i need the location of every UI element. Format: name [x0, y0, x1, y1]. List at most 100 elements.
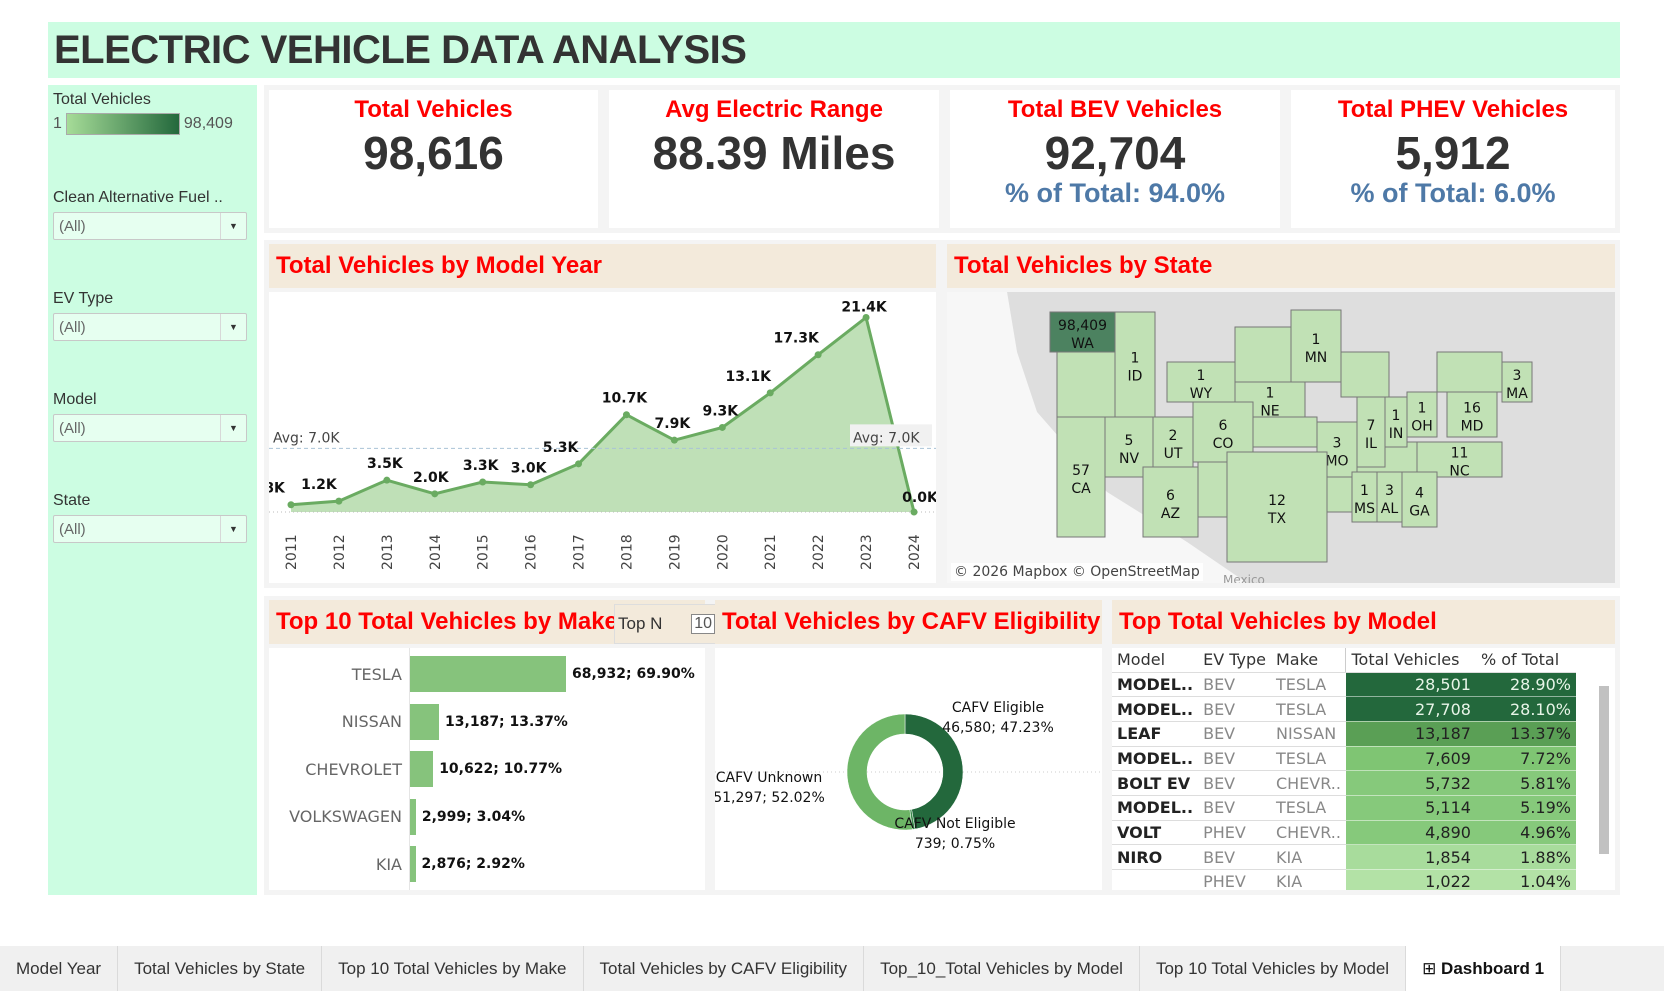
state-wy[interactable] — [1166, 361, 1236, 403]
state-shape[interactable] — [1252, 416, 1318, 448]
data-point[interactable] — [670, 436, 678, 444]
state-id[interactable] — [1114, 311, 1156, 418]
state-shape[interactable] — [1436, 351, 1503, 393]
data-point[interactable] — [527, 481, 535, 489]
filter-label: State — [53, 492, 91, 509]
state-wa[interactable] — [1049, 311, 1116, 353]
kpi-title: Total BEV Vehicles — [1007, 96, 1223, 123]
state-oh[interactable] — [1406, 391, 1438, 438]
data-point[interactable] — [575, 460, 583, 468]
data-point[interactable] — [622, 411, 630, 419]
state-il[interactable] — [1356, 396, 1386, 468]
state-code: OH — [1411, 419, 1433, 435]
table-row[interactable]: NIRO BEV KIA 1,854 1.88% — [1112, 844, 1576, 870]
state-ga[interactable] — [1401, 471, 1438, 528]
sheet-tab[interactable]: ⊞ Dashboard 1 — [1406, 946, 1562, 991]
data-point[interactable] — [431, 490, 439, 498]
chevron-down-icon[interactable]: ▼ — [220, 415, 246, 441]
kpi-value: 92,704 — [1044, 127, 1186, 179]
table-row[interactable]: MODEL.. BEV TESLA 28,501 28.90% — [1112, 672, 1576, 698]
state-ma[interactable] — [1501, 361, 1533, 403]
donut-slice-cafv-unknown[interactable] — [846, 713, 913, 831]
bar-row[interactable]: NISSAN 13,187; 13.37% — [269, 703, 568, 740]
state-nc[interactable] — [1416, 441, 1503, 478]
state-ca[interactable] — [1056, 416, 1106, 538]
x-tick-label: 2024 — [907, 534, 923, 570]
top-n-input[interactable]: 10 — [691, 614, 715, 634]
state-mn[interactable] — [1290, 309, 1342, 383]
bar-row[interactable]: TESLA 68,932; 69.90% — [269, 656, 695, 692]
table-row[interactable]: PHEV KIA 1,022 1.04% — [1112, 869, 1576, 890]
table-row[interactable]: MODEL.. BEV TESLA 27,708 28.10% — [1112, 696, 1576, 722]
chevron-down-icon[interactable]: ▼ — [220, 213, 246, 239]
sheet-tab[interactable]: Total Vehicles by State — [118, 946, 323, 991]
state-al[interactable] — [1376, 471, 1403, 523]
state-az[interactable] — [1142, 466, 1199, 538]
sheet-tab[interactable]: Model Year — [0, 946, 119, 991]
x-tick-label: 2016 — [524, 534, 540, 570]
bar[interactable] — [409, 798, 416, 835]
state-dropdown[interactable]: (All) ▼ — [53, 515, 247, 543]
data-point[interactable] — [383, 476, 391, 484]
table-cell-make: KIA — [1270, 869, 1346, 890]
sheet-tab[interactable]: Top 10 Total Vehicles by Model — [1140, 946, 1407, 991]
state-tx[interactable] — [1226, 451, 1328, 563]
us-state-map[interactable]: 98,409 WA 1 ID 1 WY 1 MN 1 NE 5 NV 2 UT 6 CO 57 CA 6 AZ 3 MO 7… — [947, 292, 1615, 583]
state-code: NC — [1449, 464, 1469, 480]
data-point[interactable] — [718, 423, 726, 431]
state-shape[interactable] — [1056, 351, 1116, 418]
table-row[interactable]: BOLT EV BEV CHEVR.. 5,732 5.81% — [1112, 770, 1576, 796]
state-shape[interactable] — [1340, 351, 1390, 398]
model-dropdown[interactable]: (All) ▼ — [53, 414, 247, 442]
table-row[interactable]: MODEL.. BEV TESLA 7,609 7.72% — [1112, 746, 1576, 772]
table-row[interactable]: MODEL.. BEV TESLA 5,114 5.19% — [1112, 795, 1576, 821]
state-ms[interactable] — [1351, 471, 1378, 523]
column-header[interactable]: Make — [1270, 648, 1346, 673]
table-cell-total-vehicles: 13,187 — [1345, 721, 1476, 747]
bar[interactable] — [409, 846, 416, 882]
state-shape[interactable] — [1326, 471, 1353, 513]
sheet-tab[interactable]: Top_10_Total Vehicles by Model — [864, 946, 1140, 991]
table-cell-ev-type: PHEV — [1198, 869, 1271, 890]
table-cell--of-total: 4.96% — [1475, 820, 1576, 846]
state-md[interactable] — [1446, 391, 1498, 438]
data-point[interactable] — [910, 508, 918, 516]
data-point[interactable] — [862, 313, 870, 321]
tab-label: Top 10 Total Vehicles by Model — [1155, 959, 1390, 978]
donut-slice-cafv-eligible[interactable] — [904, 713, 964, 830]
bar-row[interactable]: CHEVROLET 10,622; 10.77% — [269, 751, 562, 787]
column-header[interactable]: % of Total — [1475, 648, 1576, 673]
data-point[interactable] — [479, 478, 487, 486]
state-code: MS — [1354, 501, 1375, 517]
bar[interactable] — [409, 703, 440, 740]
table-row[interactable]: LEAF BEV NISSAN 13,187 13.37% — [1112, 721, 1576, 747]
data-point[interactable] — [287, 501, 295, 509]
state-map-panel[interactable]: 98,409 WA 1 ID 1 WY 1 MN 1 NE 5 NV 2 UT 6 CO 57 CA 6 AZ 3 MO 7… — [947, 292, 1615, 583]
column-header[interactable]: Total Vehicles — [1345, 648, 1476, 673]
table-scrollbar[interactable] — [1599, 686, 1609, 854]
chevron-down-icon[interactable]: ▼ — [220, 516, 246, 542]
clean-alt-fuel-dropdown[interactable]: (All) ▼ — [53, 212, 247, 240]
ev-type-dropdown[interactable]: (All) ▼ — [53, 313, 247, 341]
data-label: 9.3K — [702, 403, 739, 419]
sheet-tab[interactable]: Top 10 Total Vehicles by Make — [322, 946, 584, 991]
table-cell-total-vehicles: 1,854 — [1345, 844, 1476, 870]
data-point[interactable] — [766, 389, 774, 397]
bar-row[interactable]: VOLKSWAGEN 2,999; 3.04% — [269, 798, 525, 835]
chevron-down-icon[interactable]: ▼ — [220, 314, 246, 340]
column-header[interactable]: EV Type — [1198, 648, 1271, 673]
table-row[interactable]: VOLT PHEV CHEVR.. 4,890 4.96% — [1112, 820, 1576, 846]
state-shape[interactable] — [1197, 461, 1228, 518]
state-shape[interactable] — [1234, 326, 1292, 383]
column-header[interactable]: Model — [1112, 648, 1199, 673]
data-point[interactable] — [335, 497, 343, 505]
sheet-tab[interactable]: Total Vehicles by CAFV Eligibility — [584, 946, 865, 991]
bar-category-label: VOLKSWAGEN — [289, 807, 402, 826]
bar-row[interactable]: KIA 2,876; 2.92% — [269, 846, 525, 882]
table-cell-total-vehicles: 5,114 — [1345, 795, 1476, 821]
bar[interactable] — [409, 751, 434, 787]
bar[interactable] — [409, 656, 566, 692]
data-point[interactable] — [814, 351, 822, 359]
kpi-percent: % of Total: 94.0% — [1004, 178, 1226, 208]
table-cell-make: TESLA — [1270, 795, 1346, 821]
